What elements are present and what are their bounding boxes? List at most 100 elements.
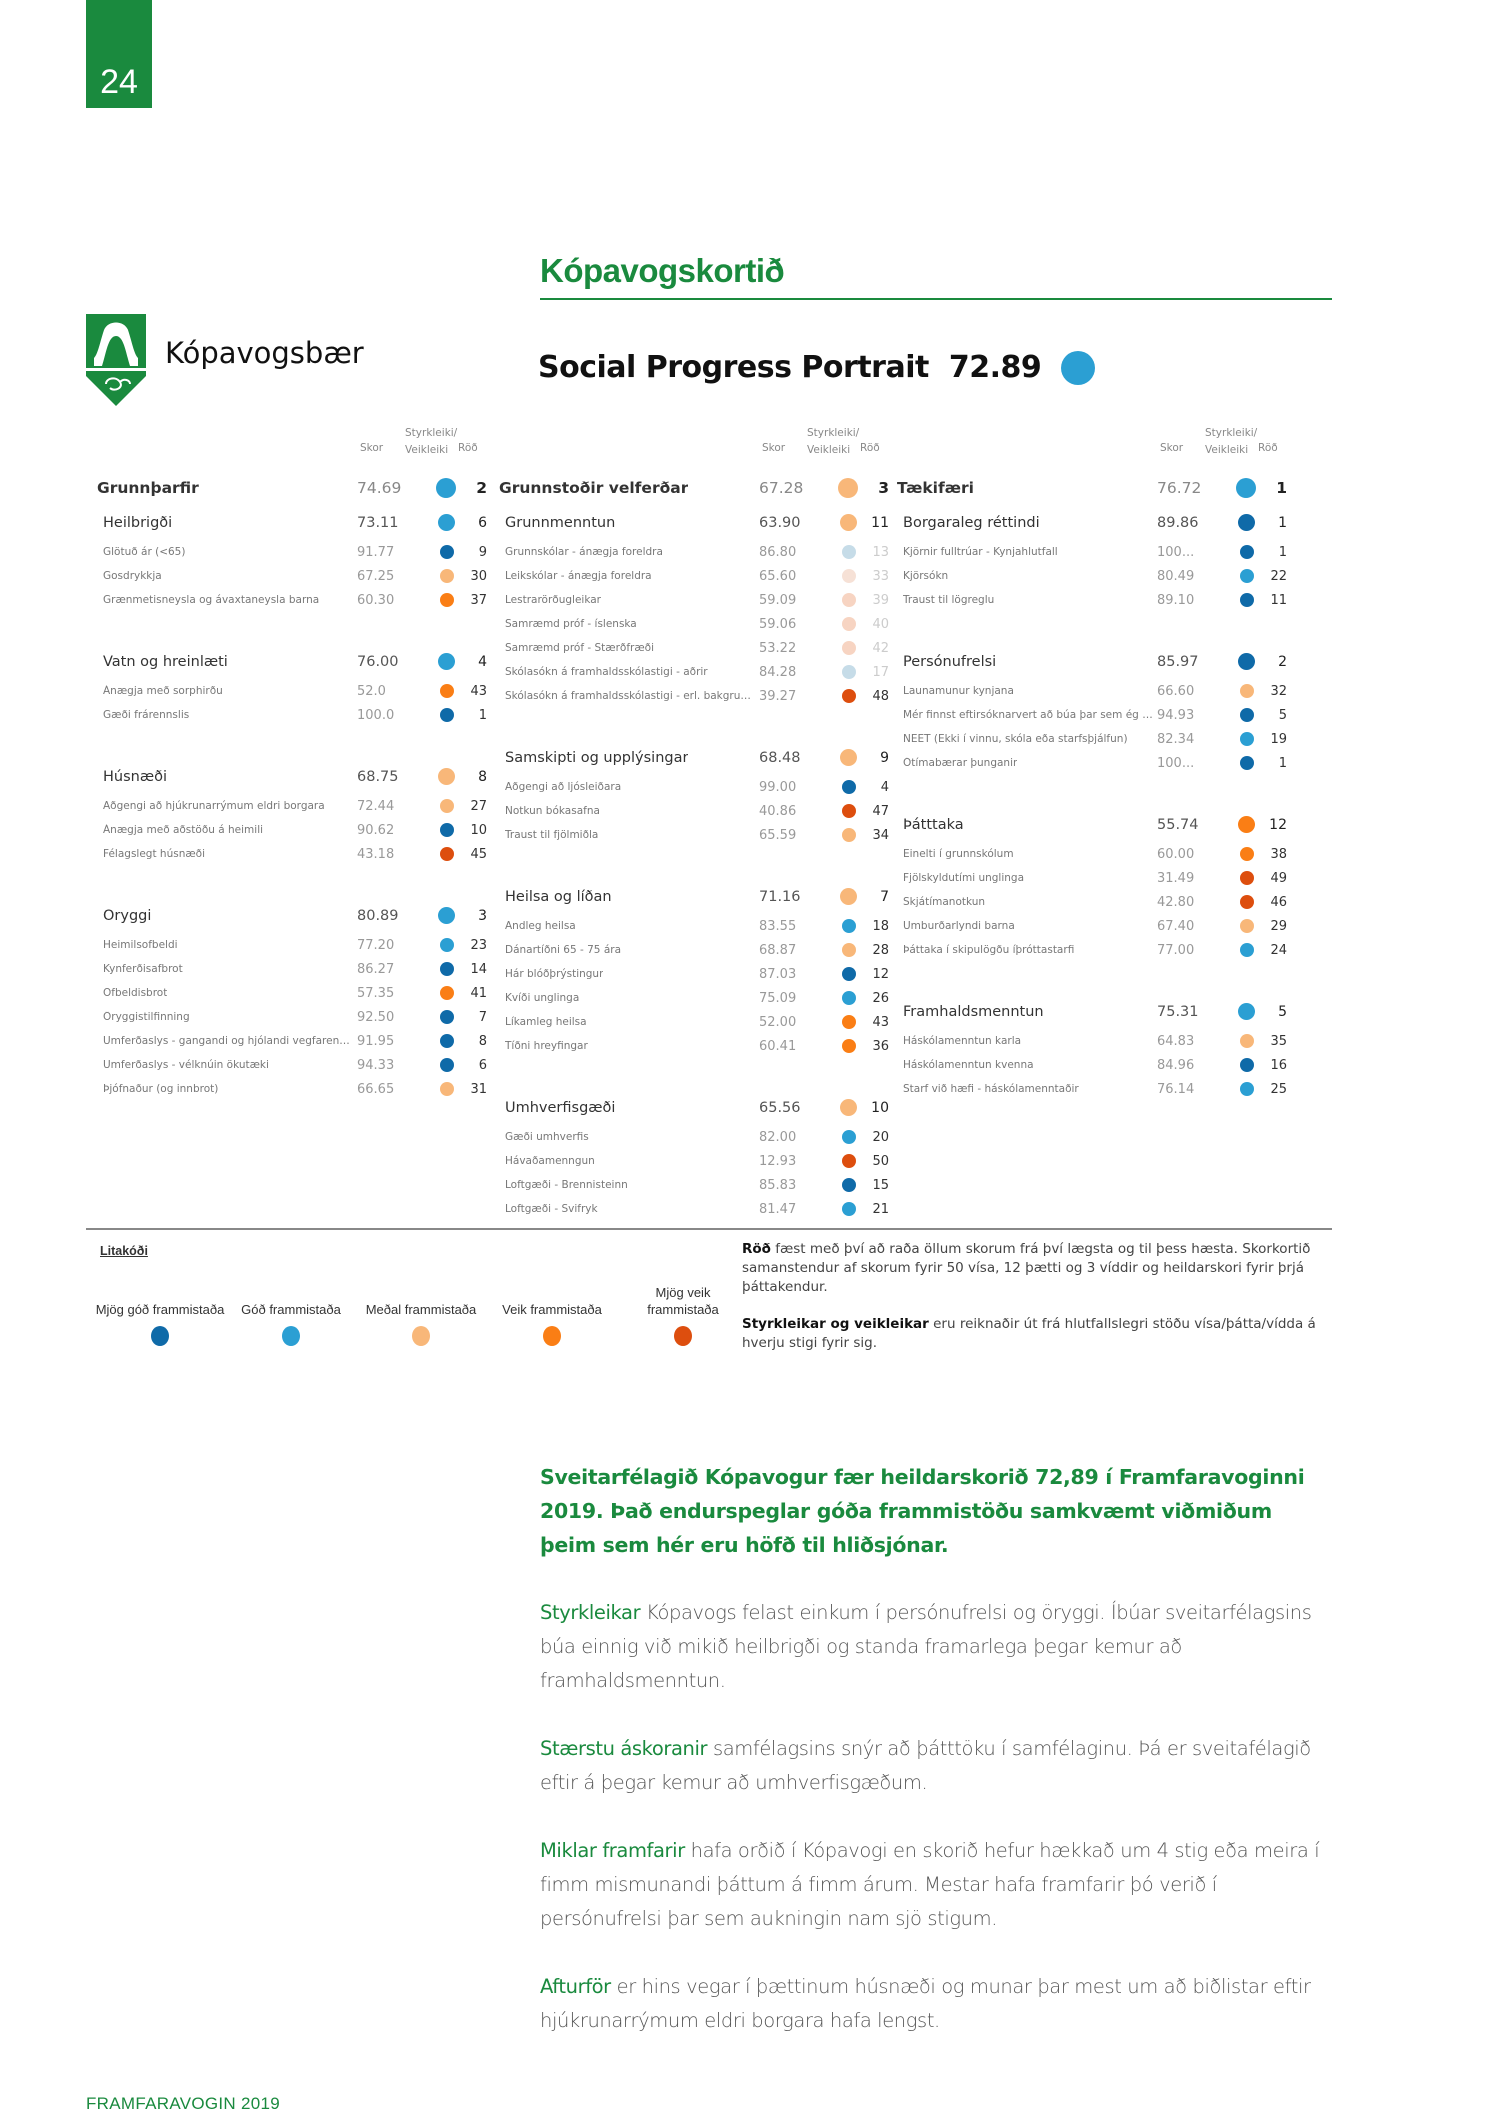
performance-dot-icon [440, 986, 454, 1000]
ind-rank: 45 [470, 846, 487, 862]
pillar-rank: 1 [1276, 478, 1287, 497]
ind-label: Kjörsókn [903, 570, 949, 582]
ind-row: Gæði frárennslis 100.0 1 [95, 703, 495, 727]
ind-rank: 37 [470, 592, 487, 608]
performance-dot-icon [840, 1099, 857, 1116]
ind-row: Umburðarlyndi barna 67.40 29 [895, 914, 1295, 938]
column-headers: Skor Styrkleiki/Veikleiki Röð [895, 420, 1295, 464]
header-score: Skor [762, 442, 786, 454]
performance-dot-icon [1240, 569, 1254, 583]
ind-score: 81.47 [759, 1201, 797, 1217]
title-divider [540, 298, 1332, 300]
comp-rank: 11 [871, 514, 889, 531]
paragraph-progress-term: Miklar framfarir [540, 1839, 685, 1862]
ind-rank: 10 [470, 822, 487, 838]
ind-score: 42.80 [1157, 894, 1195, 910]
header-weakness: Veikleiki [405, 444, 449, 456]
performance-dot-icon [838, 477, 858, 498]
comp-rank: 7 [880, 888, 889, 905]
comp-row: Borgaraleg réttindi 89.86 1 [895, 505, 1295, 540]
ind-score: 75.09 [759, 990, 797, 1006]
comp-label: Þátttaka [903, 816, 964, 833]
ind-rank: 30 [470, 568, 487, 584]
page-title: Kópavogskortið [540, 252, 785, 289]
ind-row: Gæði umhverfis 82.00 20 [497, 1125, 897, 1149]
ind-score: 59.09 [759, 592, 797, 608]
performance-dot-icon [438, 907, 455, 924]
ind-label: Gosdrykkja [103, 570, 162, 582]
ind-score: 43.18 [357, 846, 395, 862]
performance-dot-icon [842, 569, 856, 583]
paragraph-challenges-text: samfélagsins snýr að þátttöku í samfélag… [540, 1737, 1311, 1794]
ind-rank: 1 [1278, 755, 1287, 771]
ind-label: Lestrarörðugleikar [505, 594, 601, 606]
performance-dot-icon [440, 1010, 454, 1024]
comp-row: Heilsa og líðan 71.16 7 [497, 879, 897, 914]
performance-dot-icon [842, 617, 856, 631]
ind-row: Þáttaka í skipulögðu íþróttastarfi 77.00 2… [895, 938, 1295, 962]
comp-score: 68.75 [357, 768, 399, 785]
ind-row: Ótímabærar þunganir 100... 1 [895, 751, 1295, 775]
ind-row: Gosdrykkja 67.25 30 [95, 564, 495, 588]
comp-label: Heilbrigði [103, 514, 173, 531]
performance-dot-icon [842, 804, 856, 818]
performance-dot-icon [842, 943, 856, 957]
note-strengths-term: Styrkleikar og veikleikar [742, 1316, 929, 1332]
performance-dot-icon [842, 828, 856, 842]
ind-rank: 12 [872, 966, 889, 982]
comp-rank: 4 [478, 653, 487, 670]
performance-dot-icon [842, 545, 856, 559]
performance-dot-icon [842, 689, 856, 703]
ind-row: Samræmd próf - íslenska 59.06 40 [497, 612, 897, 636]
ind-score: 64.83 [1157, 1033, 1195, 1049]
performance-dot-icon [1240, 545, 1254, 559]
ind-score: 40.86 [759, 803, 797, 819]
performance-dot-icon [842, 919, 856, 933]
performance-dot-icon [842, 1154, 856, 1168]
performance-dot-icon [1240, 684, 1254, 698]
pillar-score: 76.72 [1157, 478, 1202, 497]
ind-label: Aðgengi að ljósleiðara [505, 781, 622, 793]
ind-row: Ánægja með aðstöðu á heimili 90.62 10 [95, 818, 495, 842]
ind-score: 86.80 [759, 544, 797, 560]
performance-dot-icon [440, 708, 454, 722]
ind-rank: 39 [872, 592, 889, 608]
performance-dot-icon [438, 514, 455, 531]
ind-label: Traust til fjölmiðla [505, 829, 599, 841]
performance-dot-icon [1240, 943, 1254, 957]
pillar-label: Grunnþarfir [97, 478, 199, 497]
ind-row: Lestrarörðugleikar 59.09 39 [497, 588, 897, 612]
ind-label: Mér finnst eftirsóknarvert að búa þar se… [903, 709, 1153, 721]
performance-dot-icon [1240, 593, 1254, 607]
ind-label: Samræmd próf - íslenska [505, 618, 637, 630]
ind-score: 100... [1157, 755, 1195, 771]
legend-label: Mjög góð frammistaða [95, 1302, 225, 1317]
paragraph-progress-text: hafa orðið í Kópavogi en skorið hefur hæ… [540, 1839, 1320, 1930]
performance-dot-icon [842, 967, 856, 981]
comp-row: Öryggi 80.89 3 [95, 898, 495, 933]
ind-label: Þáttaka í skipulögðu íþróttastarfi [903, 944, 1075, 956]
ind-label: Kynferðisafbrot [103, 963, 183, 975]
ind-score: 52.00 [759, 1014, 797, 1030]
ind-row: Umferðaslys - vélknúin ökutæki 94.33 6 [95, 1053, 495, 1077]
ind-rank: 27 [470, 798, 487, 814]
ind-rank: 35 [1270, 1033, 1287, 1049]
ind-rank: 20 [872, 1129, 889, 1145]
ind-score: 65.59 [759, 827, 797, 843]
performance-dot-icon [440, 1034, 454, 1048]
comp-row: Samskipti og upplýsingar 68.48 9 [497, 740, 897, 775]
header-weakness: Veikleiki [807, 444, 851, 456]
ind-row: Ánægja með sorphirðu 52.0 43 [95, 679, 495, 703]
ind-row: Andleg heilsa 83.55 18 [497, 914, 897, 938]
performance-dot-icon [840, 514, 857, 531]
comp-rank: 8 [478, 768, 487, 785]
ind-row: NEET (Ekki í vinnu, skóla eða starfsþjál… [895, 727, 1295, 751]
comp-row: Húsnæði 68.75 8 [95, 759, 495, 794]
scorecard-column-2: Skor Styrkleiki/Veikleiki Röð Grunnstoðir v… [497, 420, 897, 1221]
performance-dot-icon [1240, 847, 1254, 861]
comp-score: 55.74 [1157, 816, 1199, 833]
ind-label: Kjörnir fulltrúar - Kynjahlutfall [903, 546, 1058, 558]
ind-row: Notkun bókasafna 40.86 47 [497, 799, 897, 823]
legend-item-very-weak: Mjög veik frammistaða [618, 1282, 748, 1346]
ind-label: Kvíði unglinga [505, 992, 580, 1004]
